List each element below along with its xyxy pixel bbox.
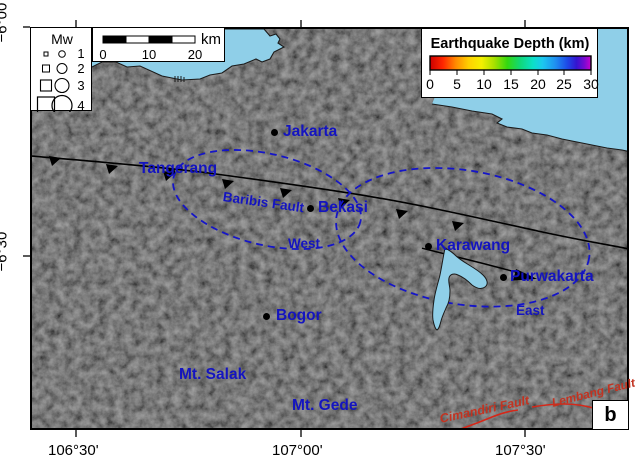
svg-text:Mw: Mw [51,31,74,47]
svg-text:20: 20 [188,47,202,62]
svg-text:0: 0 [426,76,434,92]
svg-text:4: 4 [77,98,84,112]
svg-text:5: 5 [453,76,461,92]
svg-text:10: 10 [476,76,492,92]
svg-text:0: 0 [99,47,106,62]
svg-text:20: 20 [530,76,546,92]
svg-text:30: 30 [583,76,599,92]
svg-text:15: 15 [503,76,519,92]
svg-text:km: km [201,31,221,48]
svg-text:10: 10 [142,47,156,62]
svg-text:2: 2 [77,61,84,76]
svg-text:1: 1 [77,46,84,61]
svg-text:3: 3 [77,78,84,93]
svg-text:25: 25 [556,76,572,92]
svg-text:Earthquake Depth (km): Earthquake Depth (km) [431,36,590,52]
